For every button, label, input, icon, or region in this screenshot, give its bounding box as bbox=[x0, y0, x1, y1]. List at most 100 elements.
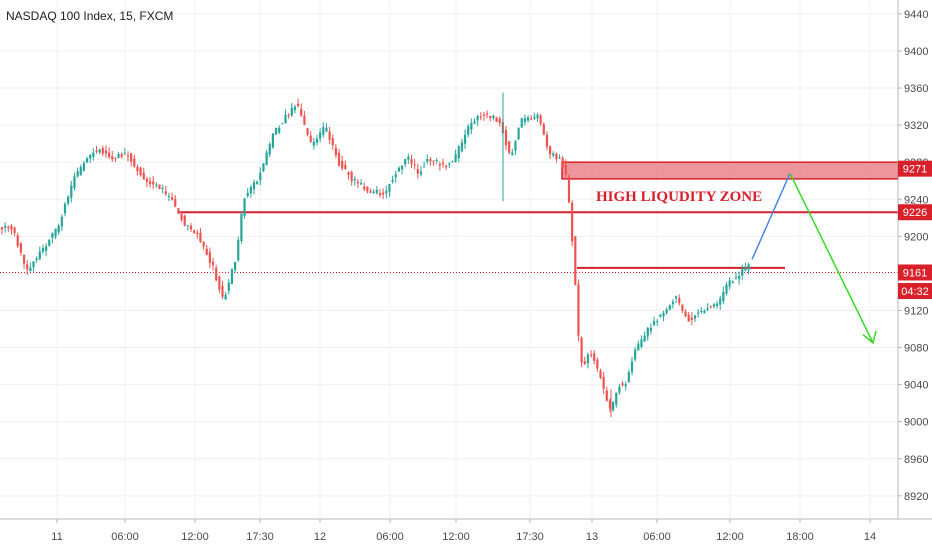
candle-body bbox=[353, 178, 356, 181]
candle-body bbox=[429, 159, 432, 162]
candle-body bbox=[445, 165, 448, 167]
candle-body bbox=[252, 182, 256, 190]
candle-body bbox=[599, 370, 602, 378]
candle-body bbox=[378, 193, 382, 196]
candle-body bbox=[404, 159, 407, 165]
candle-body bbox=[158, 184, 161, 189]
candle-body bbox=[520, 118, 523, 128]
candle-body bbox=[397, 167, 400, 172]
annotation-layer bbox=[0, 161, 899, 273]
candle-body bbox=[382, 192, 385, 195]
candles bbox=[0, 92, 750, 418]
candle-body bbox=[621, 383, 624, 386]
candle-body bbox=[208, 252, 211, 263]
candle-body bbox=[567, 176, 571, 203]
candle-body bbox=[303, 115, 306, 125]
price-labels: 9271 9226 9161 04:32 bbox=[898, 160, 932, 300]
candle-body bbox=[574, 236, 577, 285]
candle-body bbox=[92, 152, 95, 157]
candle-body bbox=[738, 276, 741, 280]
projection-arrows bbox=[751, 172, 877, 345]
candle-body bbox=[508, 141, 511, 153]
candle-body bbox=[467, 126, 470, 135]
candle-body bbox=[577, 284, 580, 336]
candle-body bbox=[54, 228, 57, 237]
candle-body bbox=[605, 390, 608, 401]
chart-title: NASDAQ 100 Index, 15, FXCM bbox=[6, 9, 173, 23]
candle-body bbox=[215, 268, 218, 281]
candle-body bbox=[120, 154, 123, 157]
candle-body bbox=[410, 159, 413, 164]
candle-body bbox=[246, 192, 249, 197]
x-tick-label: 12:00 bbox=[442, 531, 470, 543]
candle-body bbox=[476, 116, 479, 121]
countdown-badge-text: 04:32 bbox=[901, 286, 929, 298]
candle-body bbox=[19, 243, 22, 253]
candle-body bbox=[589, 354, 593, 356]
candle-body bbox=[492, 115, 495, 119]
candle-body bbox=[79, 166, 82, 176]
candle-body bbox=[555, 153, 558, 159]
y-tick-label: 8920 bbox=[904, 491, 928, 503]
candle-body bbox=[394, 174, 397, 178]
countdown-badge bbox=[898, 283, 932, 300]
candle-body bbox=[268, 144, 271, 155]
x-tick-label: 11 bbox=[51, 531, 62, 543]
candle-body bbox=[360, 183, 363, 185]
candle-body bbox=[618, 386, 621, 393]
candle-body bbox=[504, 130, 508, 146]
candle-body bbox=[139, 167, 142, 176]
candle-body bbox=[57, 225, 60, 233]
candle-body bbox=[224, 294, 227, 300]
y-tick-label: 9040 bbox=[904, 380, 928, 392]
candle-body bbox=[41, 247, 45, 252]
candle-body bbox=[715, 303, 719, 306]
projection-up-line bbox=[751, 173, 791, 260]
candle-body bbox=[221, 285, 224, 297]
candle-body bbox=[35, 258, 38, 261]
candle-body bbox=[612, 401, 615, 411]
candle-body bbox=[722, 291, 725, 302]
candle-body bbox=[256, 181, 259, 184]
candle-body bbox=[26, 264, 29, 270]
candle-body bbox=[451, 161, 454, 163]
candle-body bbox=[593, 353, 596, 361]
candle-body bbox=[230, 269, 234, 284]
candle-body bbox=[391, 179, 394, 182]
candle-body bbox=[678, 298, 681, 304]
candle-body bbox=[126, 155, 130, 157]
candle-body bbox=[681, 304, 684, 312]
candle-body bbox=[435, 159, 438, 161]
candle-body bbox=[432, 160, 435, 162]
y-tick-label: 9200 bbox=[904, 231, 928, 243]
candle-body bbox=[747, 264, 750, 270]
candle-body bbox=[227, 282, 230, 291]
candle-body bbox=[218, 276, 221, 290]
candle-body bbox=[10, 225, 13, 230]
candle-body bbox=[385, 191, 388, 194]
candle-body bbox=[347, 172, 350, 175]
candle-body bbox=[731, 281, 734, 283]
candle-body bbox=[693, 315, 697, 319]
candle-body bbox=[123, 153, 126, 155]
candle-body bbox=[514, 141, 517, 151]
candle-body bbox=[438, 164, 441, 166]
candle-body bbox=[297, 103, 300, 107]
candle-body bbox=[183, 215, 186, 226]
candle-body bbox=[454, 154, 457, 163]
x-tick-label: 17:30 bbox=[516, 531, 544, 543]
candle-body bbox=[117, 154, 120, 158]
projection-arrowhead bbox=[862, 330, 877, 345]
candle-body bbox=[315, 138, 319, 143]
candle-body bbox=[145, 178, 148, 182]
candle-body bbox=[29, 267, 32, 272]
candle-body bbox=[533, 116, 536, 119]
candle-body bbox=[407, 156, 410, 160]
candle-body bbox=[366, 186, 369, 192]
y-tick-label: 9000 bbox=[904, 417, 928, 429]
candle-body bbox=[426, 158, 429, 162]
candle-body bbox=[205, 248, 208, 255]
y-tick-label: 9240 bbox=[904, 194, 928, 206]
candle-body bbox=[13, 227, 16, 233]
